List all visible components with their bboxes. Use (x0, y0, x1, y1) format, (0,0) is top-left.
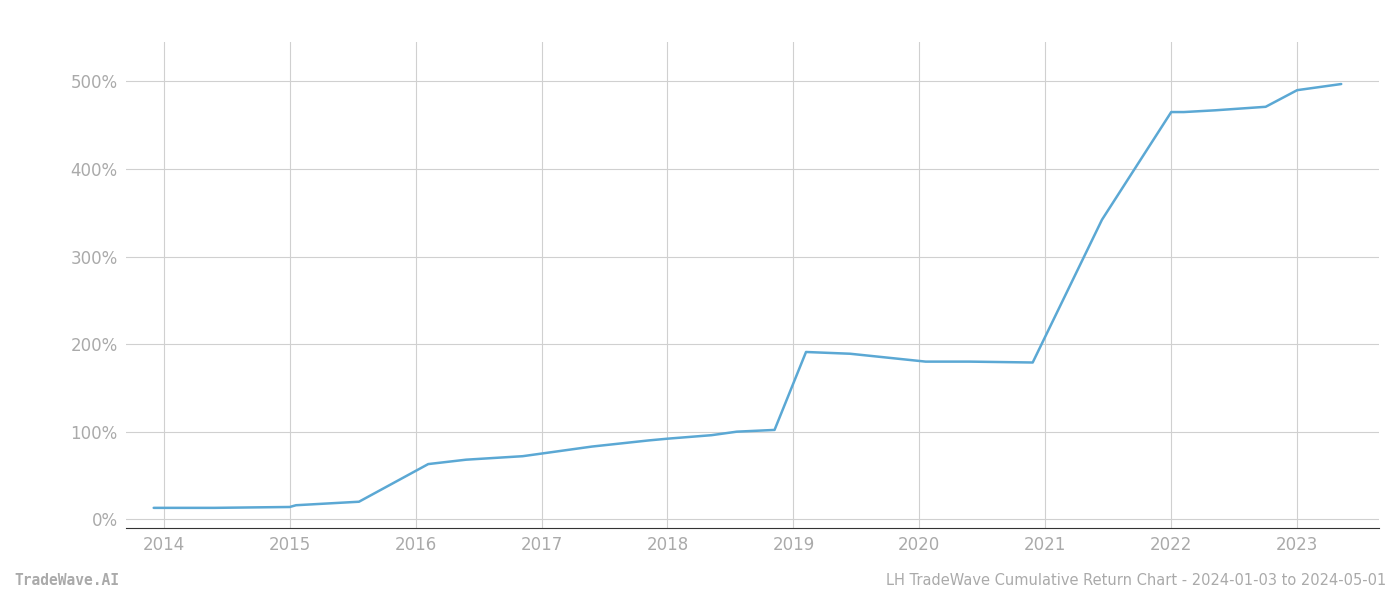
Text: TradeWave.AI: TradeWave.AI (14, 573, 119, 588)
Text: LH TradeWave Cumulative Return Chart - 2024-01-03 to 2024-05-01: LH TradeWave Cumulative Return Chart - 2… (886, 573, 1386, 588)
